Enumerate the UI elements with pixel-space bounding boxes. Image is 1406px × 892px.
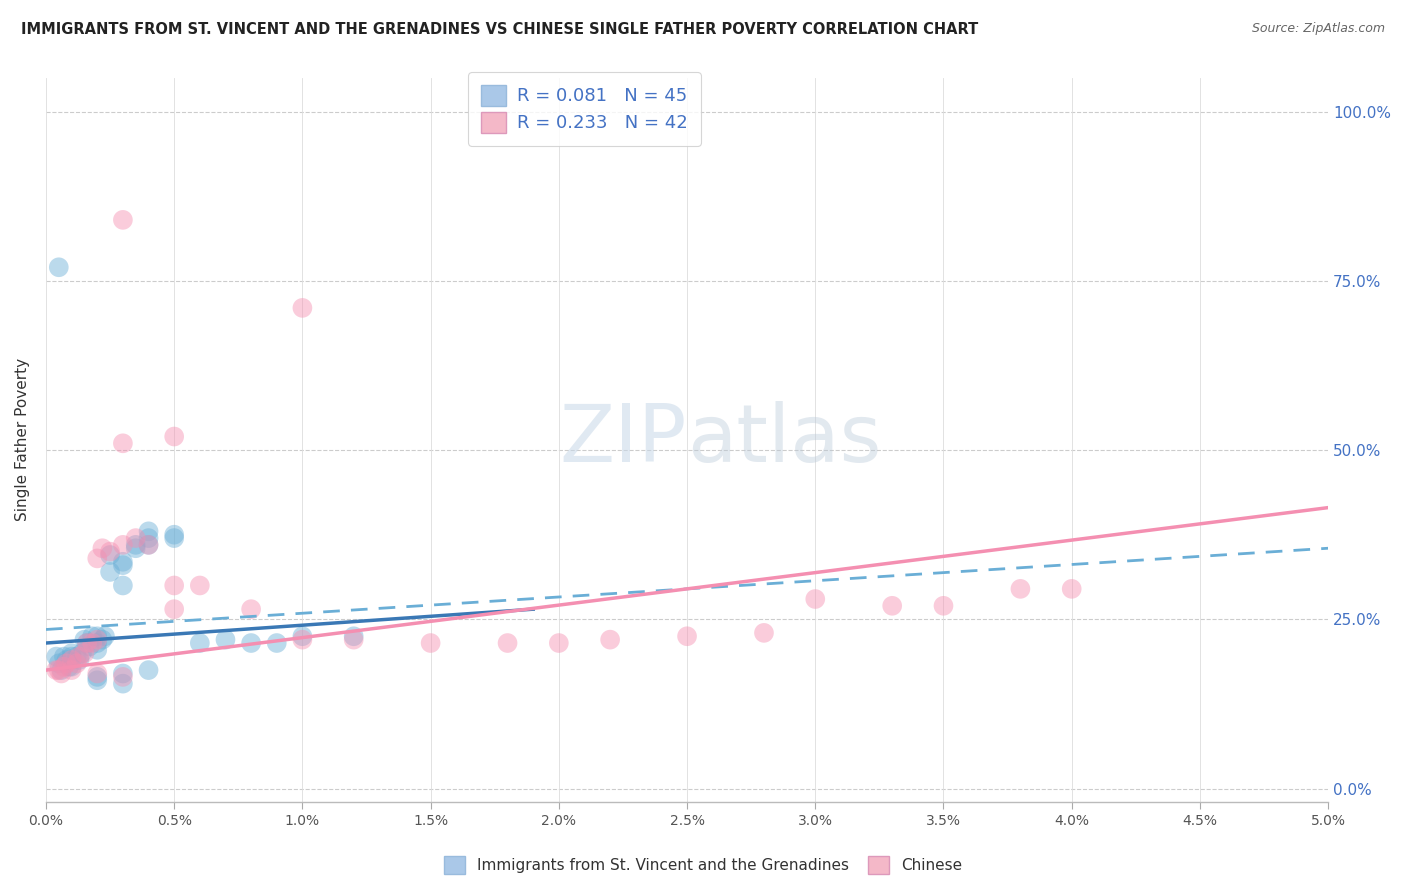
Point — [111, 538, 134, 552]
Point — [932, 599, 955, 613]
Point — [86, 632, 108, 647]
Point — [125, 541, 148, 556]
Point — [111, 436, 134, 450]
Y-axis label: Single Father Poverty: Single Father Poverty — [15, 359, 30, 522]
Point — [86, 551, 108, 566]
Point — [188, 636, 211, 650]
Point — [138, 663, 160, 677]
Point — [86, 673, 108, 688]
Point — [76, 636, 98, 650]
Point — [52, 649, 75, 664]
Point — [138, 538, 160, 552]
Point — [73, 646, 96, 660]
Point — [547, 636, 569, 650]
Point — [125, 531, 148, 545]
Point — [48, 663, 70, 677]
Point — [86, 642, 108, 657]
Point — [70, 646, 93, 660]
Point — [98, 544, 121, 558]
Point — [60, 649, 83, 664]
Point — [60, 646, 83, 660]
Point — [45, 649, 67, 664]
Point — [91, 632, 114, 647]
Point — [599, 632, 621, 647]
Point — [60, 663, 83, 677]
Point — [419, 636, 441, 650]
Point — [240, 636, 263, 650]
Point — [111, 212, 134, 227]
Point — [82, 629, 104, 643]
Point — [58, 659, 80, 673]
Point — [343, 629, 366, 643]
Text: IMMIGRANTS FROM ST. VINCENT AND THE GRENADINES VS CHINESE SINGLE FATHER POVERTY : IMMIGRANTS FROM ST. VINCENT AND THE GREN… — [21, 22, 979, 37]
Point — [82, 636, 104, 650]
Legend: Immigrants from St. Vincent and the Grenadines, Chinese: Immigrants from St. Vincent and the Gren… — [437, 850, 969, 880]
Point — [48, 260, 70, 275]
Point — [67, 649, 90, 664]
Point — [86, 666, 108, 681]
Point — [86, 670, 108, 684]
Point — [51, 666, 73, 681]
Point — [291, 301, 314, 315]
Point — [138, 524, 160, 539]
Point — [52, 659, 75, 673]
Point — [86, 636, 108, 650]
Point — [496, 636, 519, 650]
Point — [111, 558, 134, 573]
Point — [882, 599, 904, 613]
Text: ZIP: ZIP — [560, 401, 688, 479]
Point — [66, 649, 89, 664]
Point — [163, 527, 186, 541]
Point — [73, 632, 96, 647]
Point — [804, 592, 827, 607]
Point — [188, 578, 211, 592]
Point — [1060, 582, 1083, 596]
Point — [60, 653, 83, 667]
Point — [67, 653, 90, 667]
Point — [676, 629, 699, 643]
Legend: R = 0.081   N = 45, R = 0.233   N = 42: R = 0.081 N = 45, R = 0.233 N = 42 — [468, 72, 700, 145]
Point — [94, 629, 117, 643]
Point — [55, 657, 77, 671]
Point — [98, 548, 121, 562]
Point — [163, 531, 186, 545]
Point — [98, 565, 121, 579]
Point — [343, 632, 366, 647]
Point — [55, 653, 77, 667]
Point — [163, 429, 186, 443]
Point — [111, 676, 134, 690]
Point — [138, 538, 160, 552]
Point — [1010, 582, 1032, 596]
Point — [266, 636, 288, 650]
Point — [66, 657, 89, 671]
Point — [163, 602, 186, 616]
Point — [91, 541, 114, 556]
Text: Source: ZipAtlas.com: Source: ZipAtlas.com — [1251, 22, 1385, 36]
Point — [111, 670, 134, 684]
Point — [51, 663, 73, 677]
Point — [125, 538, 148, 552]
Point — [86, 629, 108, 643]
Point — [48, 657, 70, 671]
Point — [79, 640, 101, 654]
Point — [214, 632, 236, 647]
Point — [45, 663, 67, 677]
Point — [163, 578, 186, 592]
Point — [111, 666, 134, 681]
Point — [291, 632, 314, 647]
Point — [111, 555, 134, 569]
Point — [291, 629, 314, 643]
Point — [240, 602, 263, 616]
Point — [111, 578, 134, 592]
Point — [138, 531, 160, 545]
Text: atlas: atlas — [688, 401, 882, 479]
Point — [76, 636, 98, 650]
Point — [752, 625, 775, 640]
Point — [60, 659, 83, 673]
